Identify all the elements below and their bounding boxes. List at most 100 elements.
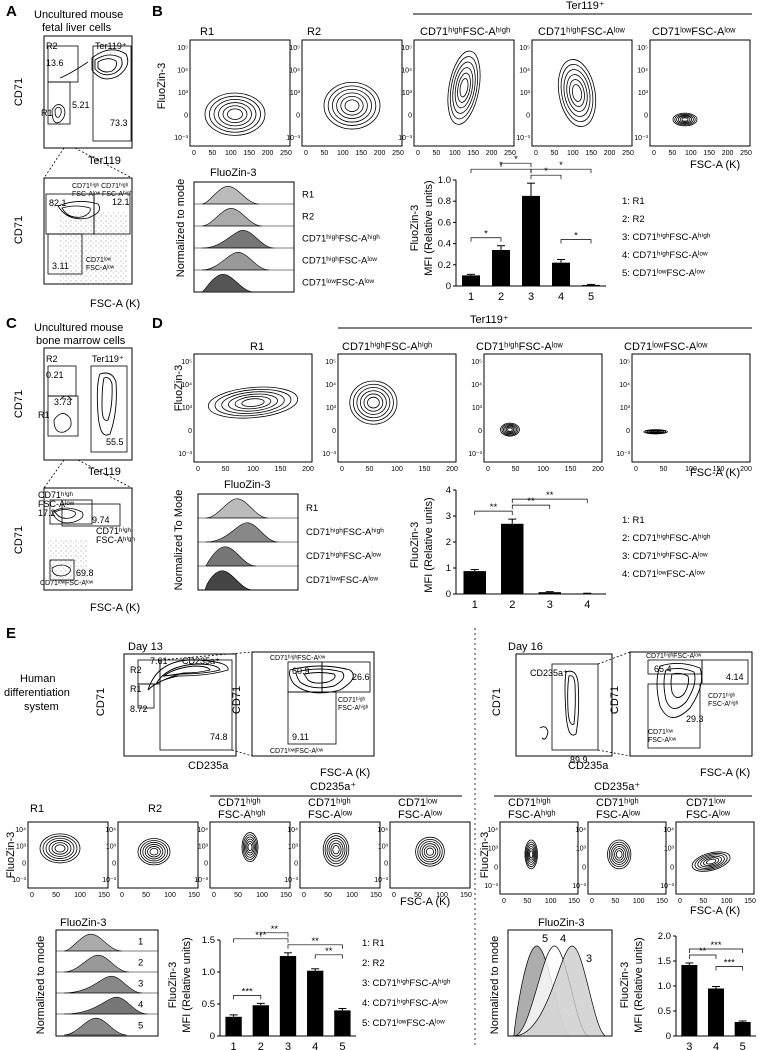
contour [204,92,266,136]
tick-label: 10⁴ [177,68,188,75]
tick-label: 50 [669,150,677,157]
bar-chart: 00.20.40.60.81.01 2 3 4 5****** [438,154,606,303]
tick-label: 10⁻³ [398,135,412,142]
hist-label: 4 [138,1000,143,1011]
hist-title: FluoZin-3 [224,479,270,491]
hist-label: R2 [302,211,314,222]
plot-header: CD71ʰⁱᵍʰFSC-Aˡᵒʷ [538,26,626,38]
bar [576,593,599,595]
tick-label: 150 [98,892,110,899]
legend-item: 3: CD71ʰⁱᵍʰFSC-Aʰⁱᵍʰ [622,232,711,243]
tick-label: 10³ [520,90,531,97]
contour [557,59,597,127]
histogram-curve [63,1017,127,1036]
connector-line [231,749,253,757]
plot-header: CD71ʰⁱᵍʰFSC-Aʰⁱᵍʰ [342,341,432,353]
significance-bracket [474,510,513,516]
system-label-1: Human [20,673,55,685]
tick-label: 10³ [576,846,587,853]
gate-label: CD71ʰⁱᵍʰ CD71ʰⁱᵍʰ [72,182,129,190]
gate-hh [321,661,371,693]
tick-label: 50 [512,466,520,473]
significance-label: ** [546,490,554,501]
plot-frame [43,35,133,149]
y-tick-label: 0.8 [438,196,451,207]
tick-label: 0 [526,113,530,120]
fluozin-plot-row: 10⁻³ 0 10³ 10⁴ 10⁵ 0 50 100 150 200 250 10⁻³ 0 10³ 10⁴… [174,39,752,157]
plot-header: FSC-Aˡᵒʷ [686,809,731,821]
connector-line [74,147,133,179]
gate-label: FSC-Aʰⁱᵍʰ [708,700,739,708]
legend-item: 2: R2 [362,958,385,969]
tick-label: 10⁵ [637,45,648,52]
tick-label: 0 [392,892,396,899]
y-tick-label: 1.5 [658,956,671,967]
tick-label: 150 [355,150,367,157]
tick-label: 150 [467,150,479,157]
hist-title: FluoZin-3 [60,917,106,929]
fluozin-plot-row: 10⁻³ 0 10³ 10⁴ 0 50 100 150 10⁻³ 0 10³ 10⁴ 0 50 100 150… [12,821,756,905]
histogram-curve [201,230,275,249]
tick-label: 0 [304,150,308,157]
significance-label: ** [325,946,333,957]
x-tick-label: 3 [285,1041,291,1050]
bar [492,249,510,286]
axis-label-cd235a: CD235a [568,760,609,772]
plot-header: CD71ˡᵒʷFSC-Aˡᵒʷ [624,341,708,353]
tick-label: 10⁴ [471,382,482,389]
axis-label-cd71: CD71 [609,686,621,714]
histogram-curve [205,570,254,591]
tick-label: 200 [592,466,604,473]
axis-label-cd71: CD71 [13,390,25,418]
tick-label: 100 [633,898,645,905]
tick-label: 10⁻³ [102,877,116,884]
y-tick-label: 0.5 [658,1006,671,1017]
gate-r1 [137,683,155,709]
bar [463,571,486,594]
gate-label: CD71ʰⁱᵍʰFSC-Aˡᵒʷ [646,652,702,660]
tick-label: 0 [670,864,674,871]
plot-frame [587,821,667,895]
tick-label: 10⁴ [289,68,300,75]
axis-label-fluozin: FluoZin-3 [5,832,17,878]
tick-label: 10⁵ [401,45,412,52]
tick-label: 10⁻³ [616,451,630,458]
contour-cd71 [57,201,101,220]
plot-header: CD71ʰⁱᵍʰ [596,797,639,809]
tick-label: 10³ [16,844,27,851]
tick-label: 100 [537,466,549,473]
legend-item: 2: CD71ʰⁱᵍʰFSC-Aʰⁱᵍʰ [622,533,711,544]
tick-label: 150 [460,892,472,899]
tick-label: 100 [436,892,448,899]
plot-header: CD71ʰⁱᵍʰ [308,797,351,809]
y-tick-label: 3 [446,511,451,522]
axis-label-mfi: MFI (Relative units) [423,497,435,592]
contour-r1 [51,61,89,124]
bar [708,988,724,1036]
hist-label: R1 [306,503,318,514]
axis-label-fluozin: FluoZin-3 [173,365,185,411]
tick-label: 0 [502,898,506,905]
contour [137,838,171,866]
tick-label: 50 [222,466,230,473]
gate-label: CD71ʰⁱᵍʰ [38,490,73,500]
tick-label: 0 [486,466,490,473]
hist-label: CD71ʰⁱᵍʰFSC-Aʰⁱᵍʰ [302,233,380,244]
plot-frame [675,821,755,895]
panel-letter-c: C [6,315,17,332]
tick-label: 10³ [326,405,337,412]
gate-label: CD71ˡᵒʷFSC-Aˡᵒʷ [40,580,94,587]
tick-label: 10⁻³ [322,451,336,458]
gate-label: CD71ʰⁱᵍʰ [338,696,365,704]
significance-label: *** [242,986,253,997]
significance-label: * [544,166,548,177]
tick-label: 100 [567,150,579,157]
tick-label: 0 [652,150,656,157]
panel-c: C Uncultured mouse bone marrow cells R2 … [6,315,140,614]
x-tick-label: 5 [339,1041,345,1050]
histogram-curve [205,498,269,519]
tick-label: 50 [209,150,217,157]
contour [672,112,698,127]
legend: 1: R1 2: R2 3: CD71ʰⁱᵍʰFSC-Aʰⁱᵍʰ 4: CD71ʰⁱᵍ… [622,196,711,279]
contour [39,833,81,864]
